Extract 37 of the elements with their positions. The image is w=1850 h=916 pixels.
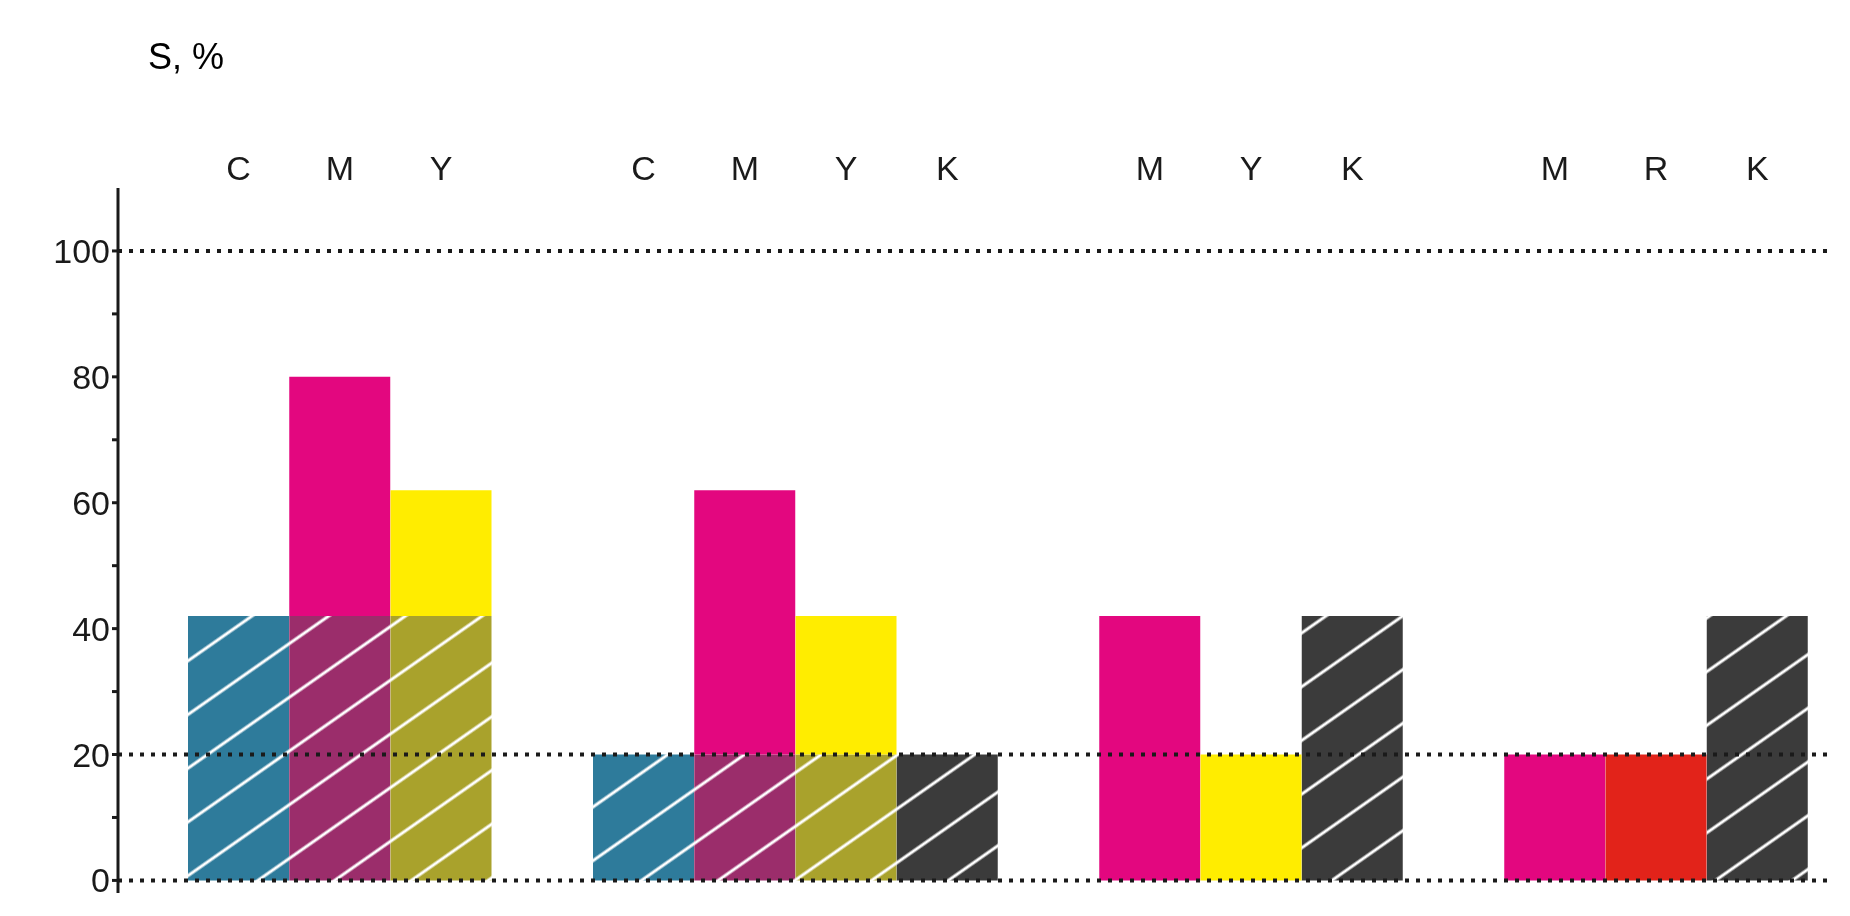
bar	[593, 754, 694, 881]
bar	[1706, 616, 1808, 881]
x-tick-label: M	[1135, 149, 1165, 187]
y-tick-label: 20	[72, 735, 110, 774]
x-tick-label: K	[1341, 149, 1365, 187]
x-tick-label: K	[1746, 149, 1770, 187]
y-tick-label: 0	[91, 861, 110, 900]
y-tick-label: 100	[53, 232, 110, 271]
bar	[390, 616, 492, 881]
bar	[289, 616, 391, 881]
x-tick-label: Y	[834, 149, 858, 187]
bar	[289, 376, 391, 617]
bar	[896, 754, 998, 881]
y-tick-label: 40	[72, 609, 110, 648]
bar	[795, 616, 897, 755]
bar	[1504, 754, 1606, 881]
y-tick-label: 60	[72, 483, 110, 522]
bar	[1099, 616, 1201, 881]
x-tick-label: R	[1643, 149, 1669, 187]
y-axis-title: S, %	[148, 36, 225, 78]
x-tick-label: M	[730, 149, 760, 187]
bar	[694, 754, 796, 881]
bar	[795, 754, 897, 881]
x-tick-label: M	[1540, 149, 1570, 187]
bar	[188, 616, 289, 881]
x-tick-label: Y	[429, 149, 453, 187]
x-tick-label: Y	[1239, 149, 1263, 187]
bar	[1605, 754, 1707, 881]
bar	[390, 490, 492, 617]
x-tick-label: C	[631, 149, 656, 187]
bar	[694, 490, 796, 755]
x-tick-label: C	[226, 149, 251, 187]
x-tick-label: K	[936, 149, 960, 187]
x-tick-label: M	[325, 149, 355, 187]
bar	[1301, 616, 1403, 881]
y-tick-label: 80	[72, 357, 110, 396]
bar	[1200, 754, 1302, 881]
